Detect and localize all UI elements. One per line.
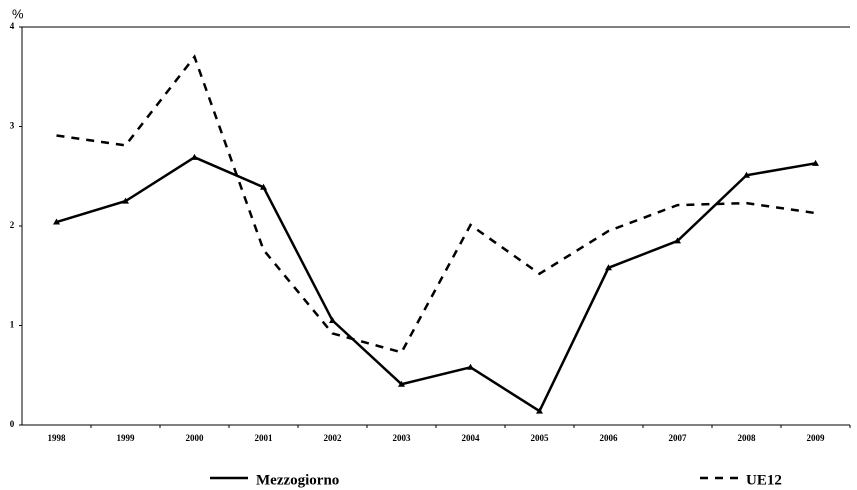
series-line bbox=[56, 155, 816, 413]
legend-label: Mezzogiorno bbox=[256, 472, 339, 488]
x-tick-label: 2001 bbox=[255, 433, 274, 443]
x-tick-label: 2009 bbox=[807, 433, 826, 443]
point-marker bbox=[467, 363, 474, 370]
point-marker bbox=[398, 380, 405, 387]
x-tick-label: 2004 bbox=[462, 433, 481, 443]
x-tick-label: 2005 bbox=[531, 433, 550, 443]
y-tick-label: 4 bbox=[10, 21, 15, 31]
x-tick-label: 2003 bbox=[393, 433, 412, 443]
x-tick-label: 2007 bbox=[669, 433, 688, 443]
y-tick-label: 0 bbox=[10, 419, 15, 429]
y-tick-label: 2 bbox=[10, 220, 15, 230]
point-marker bbox=[674, 237, 681, 244]
x-tick-label: 2006 bbox=[600, 433, 619, 443]
y-tick-label: 3 bbox=[10, 121, 15, 131]
point-marker bbox=[743, 171, 750, 178]
y-tick-label: 1 bbox=[10, 320, 15, 330]
point-marker bbox=[329, 317, 336, 324]
point-marker bbox=[53, 218, 60, 225]
point-marker bbox=[260, 183, 267, 190]
series-line bbox=[56, 54, 816, 354]
point-marker bbox=[191, 153, 198, 160]
x-tick-label: 2002 bbox=[324, 433, 343, 443]
point-marker bbox=[605, 264, 612, 271]
x-tick-label: 2000 bbox=[186, 433, 205, 443]
point-marker bbox=[122, 197, 129, 204]
legend-label: UE12 bbox=[746, 472, 782, 488]
y-axis-label: % bbox=[12, 6, 24, 21]
x-tick-label: 1998 bbox=[48, 433, 67, 443]
x-tick-label: 2008 bbox=[738, 433, 757, 443]
point-marker bbox=[536, 407, 543, 414]
point-marker bbox=[812, 159, 819, 166]
x-tick-label: 1999 bbox=[117, 433, 136, 443]
